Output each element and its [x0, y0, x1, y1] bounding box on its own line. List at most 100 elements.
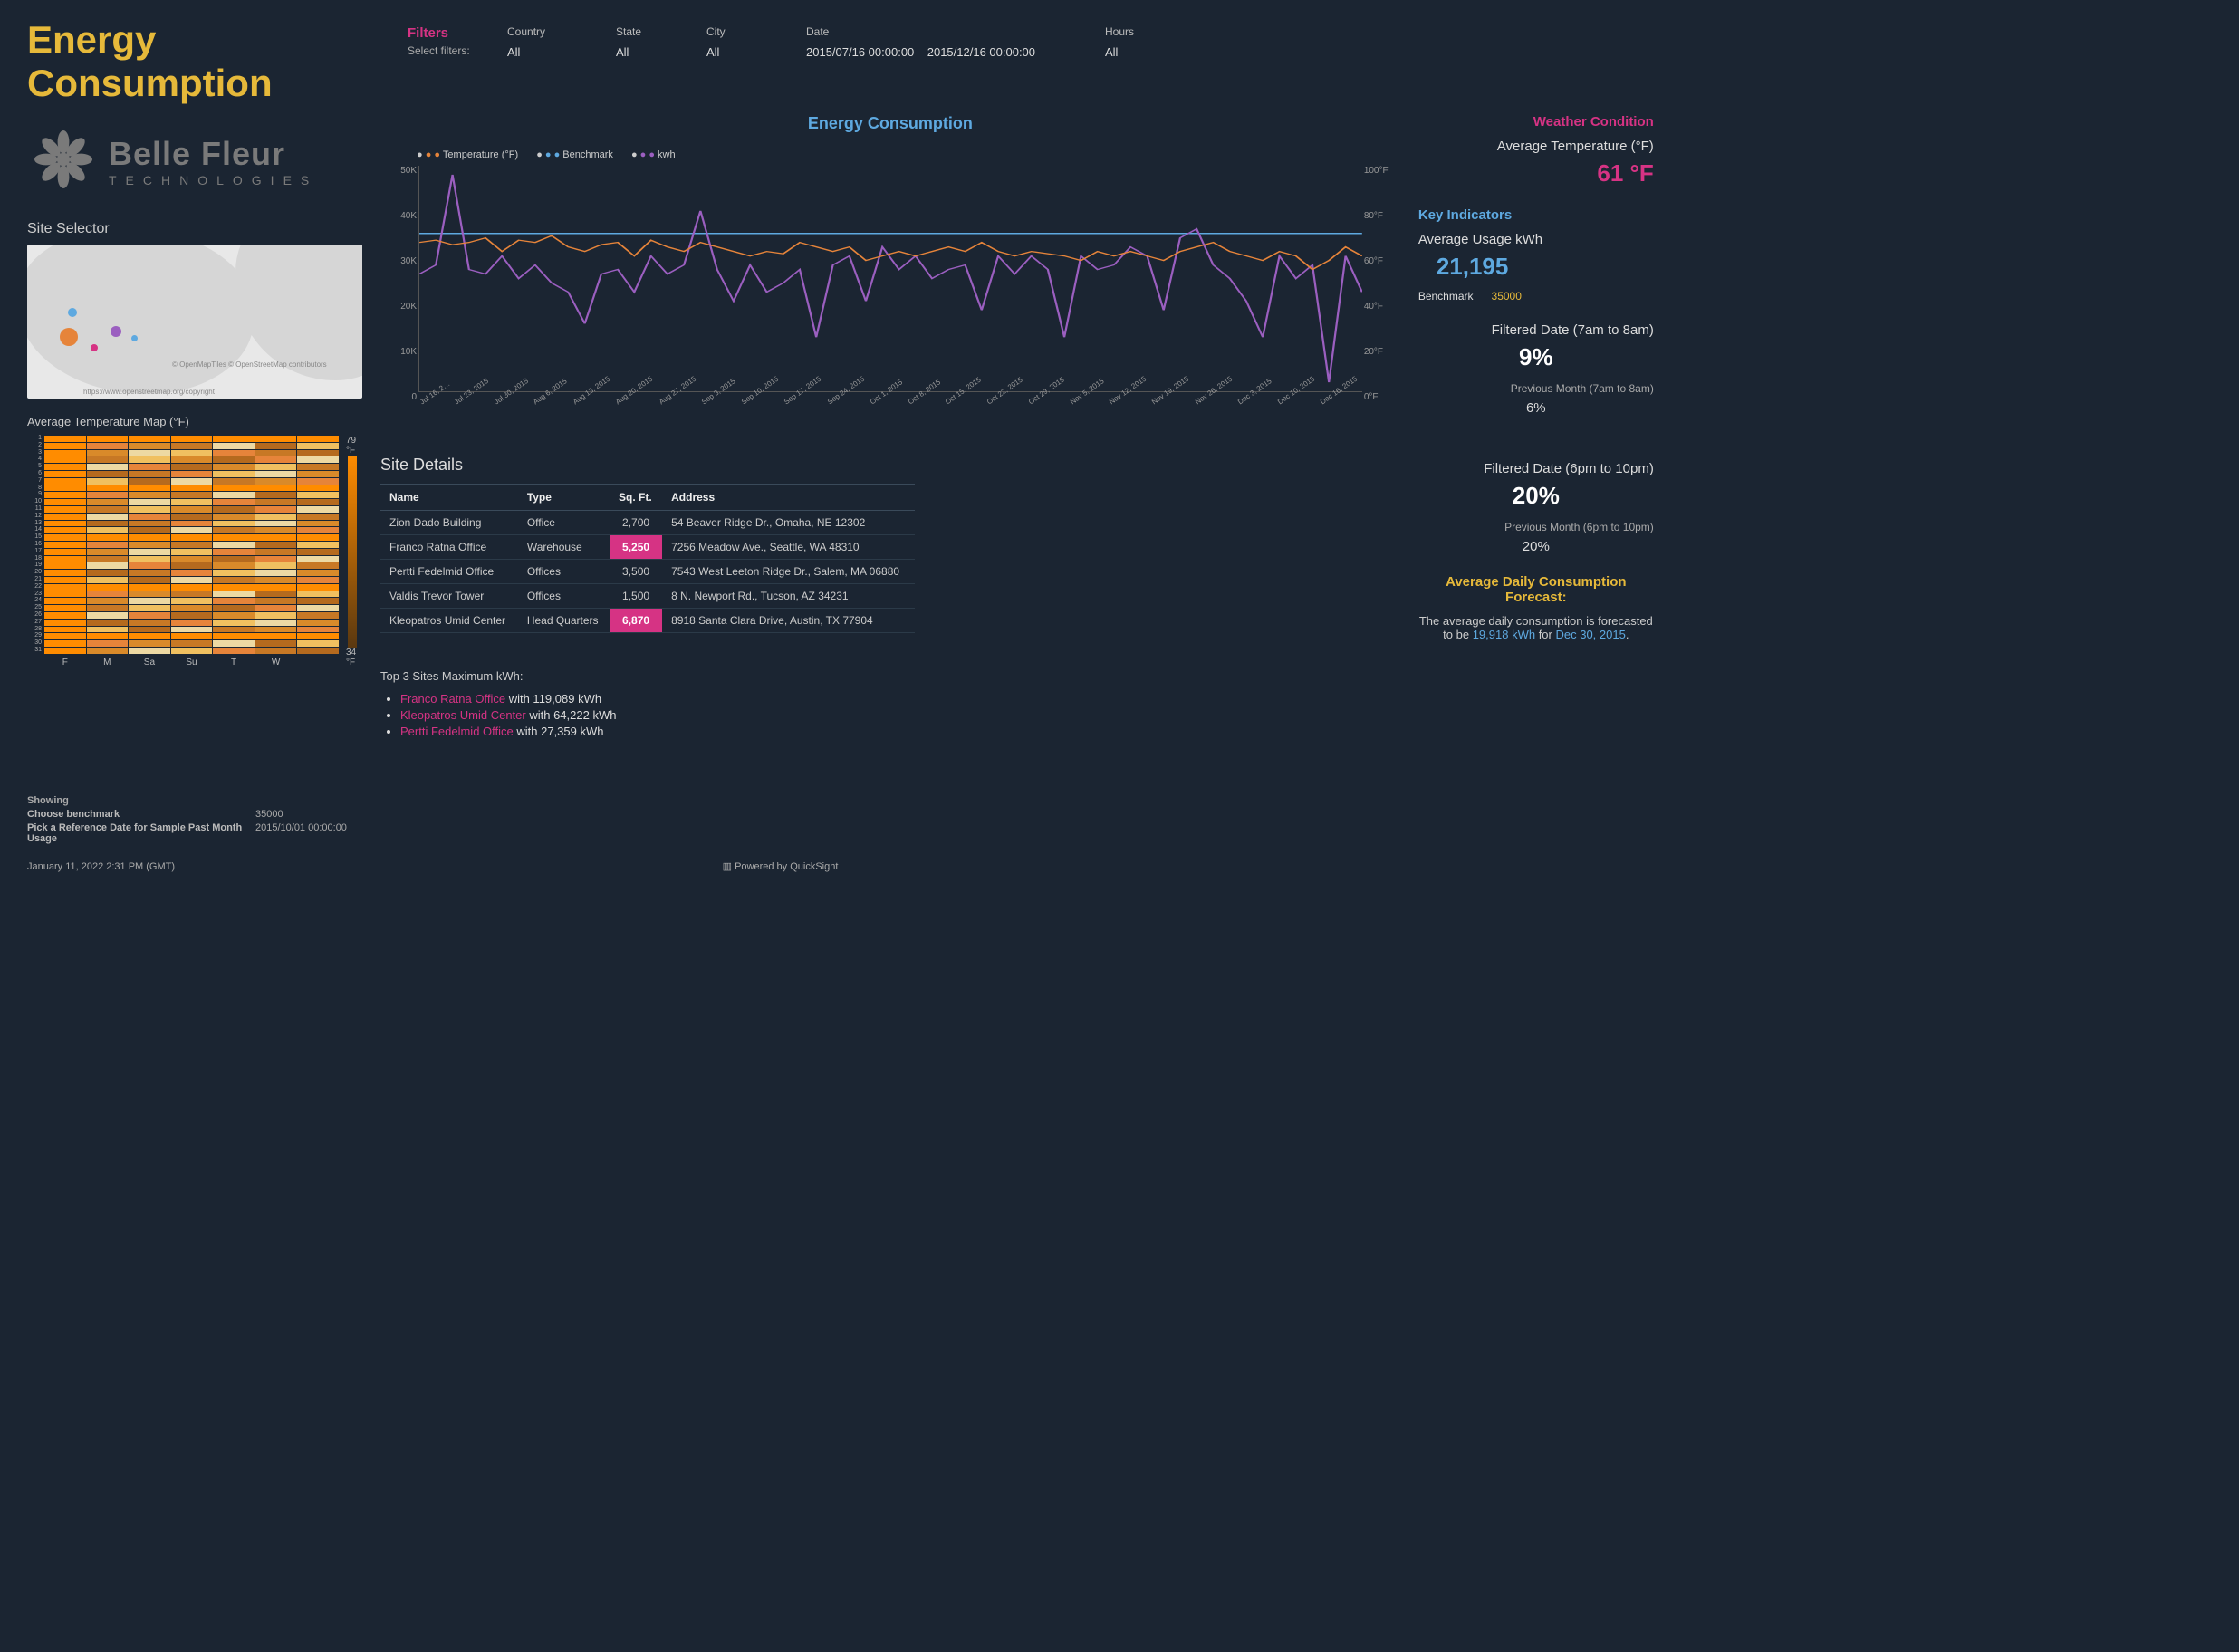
- heatmap-cell[interactable]: [213, 443, 255, 449]
- heatmap-cell[interactable]: [213, 436, 255, 442]
- heatmap-cell[interactable]: [255, 471, 297, 477]
- heatmap-cell[interactable]: [171, 456, 213, 463]
- heatmap-cell[interactable]: [44, 464, 86, 470]
- heatmap-cell[interactable]: [255, 527, 297, 533]
- heatmap-cell[interactable]: [297, 514, 339, 520]
- filter-country[interactable]: CountryAll: [507, 25, 607, 59]
- heatmap-cell[interactable]: [44, 521, 86, 527]
- heatmap-cell[interactable]: [44, 627, 86, 633]
- heatmap-cell[interactable]: [171, 492, 213, 498]
- heatmap-cell[interactable]: [129, 499, 170, 505]
- heatmap-cell[interactable]: [87, 605, 129, 611]
- heatmap-cell[interactable]: [87, 570, 129, 576]
- heatmap-cell[interactable]: [171, 570, 213, 576]
- heatmap-cell[interactable]: [255, 521, 297, 527]
- heatmap-cell[interactable]: [44, 443, 86, 449]
- heatmap-cell[interactable]: [213, 527, 255, 533]
- heatmap-cell[interactable]: [255, 612, 297, 619]
- legend-item[interactable]: ● Benchmark: [536, 149, 613, 160]
- heatmap-cell[interactable]: [171, 521, 213, 527]
- heatmap-cell[interactable]: [213, 478, 255, 485]
- heatmap-cell[interactable]: [87, 443, 129, 449]
- heatmap-cell[interactable]: [129, 450, 170, 456]
- heatmap-cell[interactable]: [297, 478, 339, 485]
- heatmap-cell[interactable]: [171, 584, 213, 591]
- heatmap-cell[interactable]: [44, 485, 86, 492]
- heatmap-cell[interactable]: [297, 577, 339, 583]
- heatmap-cell[interactable]: [129, 562, 170, 569]
- heatmap-cell[interactable]: [255, 436, 297, 442]
- heatmap-cell[interactable]: [171, 464, 213, 470]
- heatmap-cell[interactable]: [255, 640, 297, 647]
- heatmap-cell[interactable]: [297, 492, 339, 498]
- heatmap-cell[interactable]: [213, 591, 255, 598]
- heatmap-cell[interactable]: [213, 612, 255, 619]
- heatmap-cell[interactable]: [44, 648, 86, 654]
- heatmap-cell[interactable]: [255, 485, 297, 492]
- legend-item[interactable]: ● Temperature (°F): [417, 149, 518, 160]
- table-row[interactable]: Valdis Trevor TowerOffices1,5008 N. Newp…: [380, 584, 915, 609]
- heatmap-cell[interactable]: [129, 471, 170, 477]
- heatmap-cell[interactable]: [297, 450, 339, 456]
- heatmap-cell[interactable]: [213, 549, 255, 555]
- heatmap-cell[interactable]: [87, 549, 129, 555]
- heatmap-cell[interactable]: [87, 471, 129, 477]
- heatmap-cell[interactable]: [213, 584, 255, 591]
- heatmap-cell[interactable]: [87, 584, 129, 591]
- heatmap-cell[interactable]: [129, 556, 170, 562]
- map-site-dot[interactable]: [131, 335, 138, 341]
- heatmap-cell[interactable]: [297, 584, 339, 591]
- heatmap-cell[interactable]: [44, 492, 86, 498]
- heatmap-cell[interactable]: [171, 577, 213, 583]
- heatmap-cell[interactable]: [129, 612, 170, 619]
- heatmap-cell[interactable]: [44, 640, 86, 647]
- heatmap-cell[interactable]: [44, 605, 86, 611]
- heatmap-cell[interactable]: [129, 521, 170, 527]
- heatmap-cell[interactable]: [171, 620, 213, 626]
- filter-city[interactable]: CityAll: [706, 25, 797, 59]
- heatmap-cell[interactable]: [44, 527, 86, 533]
- heatmap-cell[interactable]: [255, 443, 297, 449]
- energy-chart[interactable]: 50K40K30K20K10K0 100°F80°F60°F40°F20°F0°…: [380, 166, 1400, 419]
- heatmap-cell[interactable]: [129, 436, 170, 442]
- heatmap-cell[interactable]: [87, 556, 129, 562]
- heatmap-cell[interactable]: [255, 627, 297, 633]
- heatmap-cell[interactable]: [171, 450, 213, 456]
- heatmap-cell[interactable]: [129, 534, 170, 541]
- heatmap-cell[interactable]: [213, 492, 255, 498]
- heatmap-cell[interactable]: [87, 612, 129, 619]
- heatmap-cell[interactable]: [44, 562, 86, 569]
- heatmap-cell[interactable]: [171, 506, 213, 513]
- heatmap-cell[interactable]: [129, 478, 170, 485]
- heatmap-cell[interactable]: [44, 612, 86, 619]
- legend-item[interactable]: ● kwh: [631, 149, 676, 160]
- heatmap-cell[interactable]: [87, 627, 129, 633]
- heatmap-cell[interactable]: [87, 478, 129, 485]
- heatmap-cell[interactable]: [171, 633, 213, 639]
- heatmap-cell[interactable]: [297, 598, 339, 604]
- heatmap-cell[interactable]: [129, 598, 170, 604]
- heatmap-cell[interactable]: [171, 514, 213, 520]
- heatmap-cell[interactable]: [255, 605, 297, 611]
- heatmap-cell[interactable]: [255, 499, 297, 505]
- heatmap-cell[interactable]: [297, 443, 339, 449]
- heatmap-cell[interactable]: [213, 627, 255, 633]
- heatmap-cell[interactable]: [44, 620, 86, 626]
- heatmap-cell[interactable]: [44, 549, 86, 555]
- heatmap-cell[interactable]: [171, 591, 213, 598]
- heatmap-cell[interactable]: [129, 443, 170, 449]
- heatmap-cell[interactable]: [213, 620, 255, 626]
- heatmap-cell[interactable]: [87, 450, 129, 456]
- heatmap-cell[interactable]: [87, 514, 129, 520]
- heatmap-cell[interactable]: [171, 471, 213, 477]
- heatmap-cell[interactable]: [87, 464, 129, 470]
- heatmap-cell[interactable]: [129, 456, 170, 463]
- heatmap-cell[interactable]: [171, 534, 213, 541]
- heatmap-cell[interactable]: [213, 534, 255, 541]
- heatmap-cell[interactable]: [297, 627, 339, 633]
- heatmap-cell[interactable]: [213, 648, 255, 654]
- heatmap-cell[interactable]: [213, 640, 255, 647]
- heatmap-cell[interactable]: [87, 506, 129, 513]
- filter-state[interactable]: StateAll: [616, 25, 697, 59]
- heatmap-cell[interactable]: [213, 506, 255, 513]
